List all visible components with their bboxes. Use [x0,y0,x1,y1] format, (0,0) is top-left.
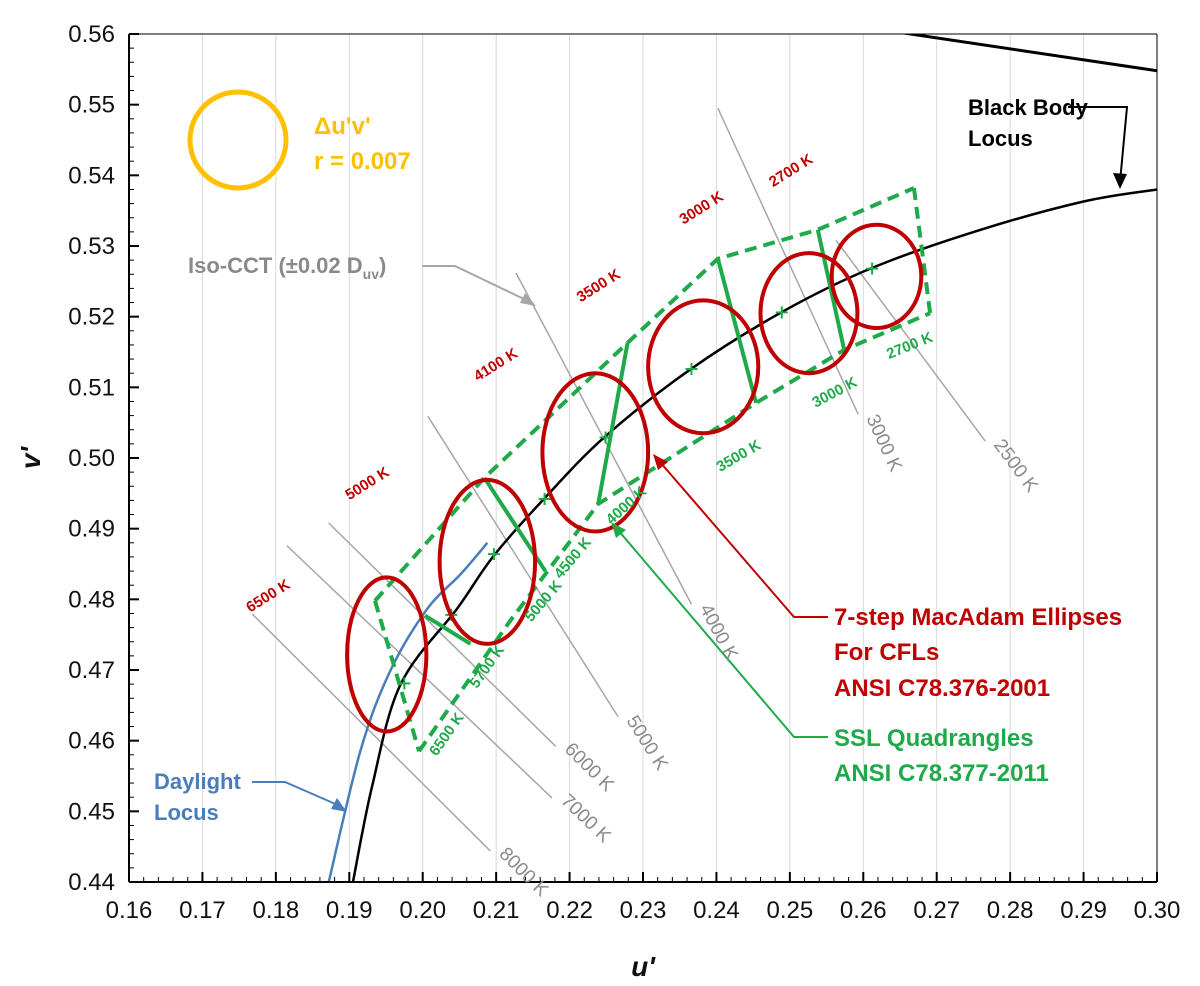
x-tick-label: 0.17 [179,897,226,924]
daylight-label-line2: Locus [154,800,219,825]
daylight-label-line1: Daylight [154,769,241,794]
x-tick-label: 0.16 [106,897,153,924]
x-tick-label: 0.20 [399,897,446,924]
x-tick-label: 0.24 [693,897,740,924]
macadam-cct-label: 5000 K [342,464,392,504]
macadam-label-line3: ANSI C78.376-2001 [834,675,1050,702]
x-tick-label: 0.29 [1060,897,1107,924]
ssl-cct-label: 2700 K [884,329,935,363]
x-tick-label: 0.22 [546,897,593,924]
ssl-label-line2: ANSI C78.377-2011 [834,760,1049,787]
blackbody-upper-segment [900,34,1157,73]
iso-cct-line [251,613,491,852]
ssl-leader-line [617,529,828,738]
y-tick-label: 0.46 [68,728,115,755]
ssl-arrowhead [611,522,626,538]
macadam-ellipses [345,222,924,734]
ssl-divider [815,229,847,351]
daylight-leader-line [252,781,341,807]
iso-cct-label: 5000 K [622,712,672,774]
x-tick-label: 0.18 [252,897,299,924]
y-tick-label: 0.50 [68,445,115,472]
macadam-ellipse [758,251,860,376]
macadam-ellipse [345,575,429,734]
gridlines [201,34,1085,882]
x-tick-label: 0.26 [840,897,887,924]
iso-cct-label: 7000 K [557,790,615,847]
macadam-ellipse [646,298,761,436]
ssl-cct-label: 5700 K [466,642,508,692]
macadam-label-line2: For CFLs [834,639,939,666]
x-axis-title: u' [631,951,656,982]
y-axis-title: v' [15,446,46,470]
iso-cct-arrowhead [520,293,536,306]
ssl-label-line1: SSL Quadrangles [834,725,1034,752]
delta-uv-circle [187,89,289,191]
axes: 0.16 0.17 0.18 0.19 0.20 0.21 0.22 0.23 0.24 0.25… [15,21,1180,982]
y-tick-label: 0.54 [68,162,115,189]
iso-cct-legend: Iso-CCT (±0.02 Duv) [188,253,386,282]
iso-cct-label: 3000 K [862,412,906,476]
circle-note-line1: Δu'v' [314,113,371,140]
x-tick-label: 0.28 [987,897,1034,924]
macadam-ellipse [540,371,651,534]
ssl-left-end [373,600,421,752]
x-tick-label: 0.30 [1134,897,1181,924]
blackbody-arrowhead [1113,173,1127,189]
y-tick-label: 0.56 [68,21,115,48]
ssl-quadrangles [373,186,933,753]
ssl-cct-label: 3500 K [714,437,765,476]
macadam-label-line1: 7-step MacAdam Ellipses [834,604,1122,631]
y-tick-label: 0.55 [68,92,115,119]
x-tick-label: 0.19 [326,897,373,924]
macadam-cct-label: 3500 K [574,266,624,306]
iso-cct-label: 2500 K [989,436,1042,497]
ssl-inner-boundary [417,311,931,753]
macadam-cct-label: 2700 K [766,151,816,191]
x-tick-label: 0.21 [473,897,520,924]
annotations: Δu'v' r = 0.007 Black Body Locus Dayligh… [154,89,1129,902]
ssl-divider [596,342,630,505]
x-tick-label: 0.25 [766,897,813,924]
iso-cct-line [427,415,619,718]
iso-cct-label: 6000 K [560,739,618,796]
ssl-right-end [911,187,933,314]
y-tick-label: 0.53 [68,233,115,260]
circle-note-line2: r = 0.007 [314,148,411,175]
x-tick-label: 0.23 [620,897,667,924]
iso-cct-label: 8000 K [495,844,553,902]
ssl-outer-boundary [373,186,915,603]
macadam-arrowhead [653,454,668,470]
ssl-divider [423,613,472,646]
ssl-divider [715,258,759,404]
y-tick-label: 0.48 [68,586,115,613]
iso-cct-leader-line [422,265,529,302]
macadam-cct-label: 3000 K [676,188,726,228]
macadam-ellipse [437,477,538,646]
y-tick-label: 0.45 [68,798,115,825]
macadam-ellipse [829,222,924,330]
daylight-arrowhead [331,798,347,812]
ssl-cct-label: 3000 K [809,374,860,412]
y-tick-label: 0.47 [68,657,115,684]
y-tick-label: 0.44 [68,869,115,896]
blackbody-label-line2: Locus [968,126,1033,151]
iso-cct-line [286,545,553,799]
iso-cct-label: 4000 K [695,601,742,664]
blackbody-leader-line [1068,106,1129,183]
macadam-leader-line [659,461,828,618]
y-tick-label: 0.49 [68,516,115,543]
iso-cct-line [328,522,557,747]
y-tick-label: 0.51 [68,374,115,401]
x-tick-label: 0.27 [913,897,960,924]
daylight-locus-curve [327,541,489,882]
y-tick-label: 0.52 [68,304,115,331]
macadam-cct-label: 6500 K [243,576,293,616]
